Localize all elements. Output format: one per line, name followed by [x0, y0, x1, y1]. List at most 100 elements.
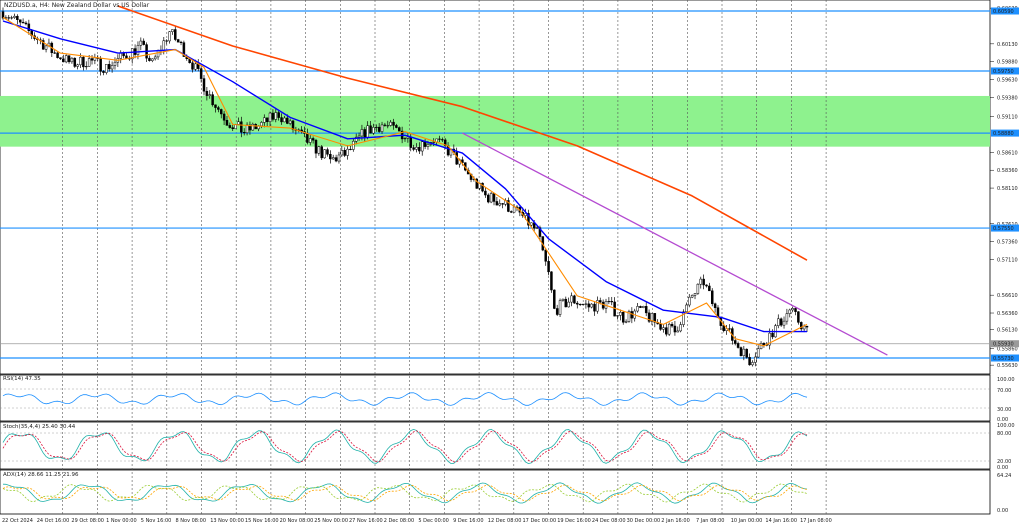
candle-body: [219, 109, 223, 115]
candle-body: [705, 284, 708, 287]
candle-body: [596, 300, 599, 312]
candle-body: [530, 222, 533, 226]
candle-body: [343, 150, 346, 156]
candle-body: [616, 315, 619, 317]
candle-body: [630, 311, 634, 319]
candle-body: [283, 117, 286, 123]
candle-body: [165, 40, 168, 42]
candle-body: [498, 203, 502, 206]
candle-body: [567, 301, 570, 308]
time-tick-label: 5 Dec 00:00: [418, 518, 448, 524]
candle-body: [274, 112, 278, 120]
candle-body: [736, 343, 740, 348]
time-tick-label: 25 Nov 00:00: [314, 518, 348, 524]
candle-body: [406, 136, 410, 139]
candle-body: [800, 322, 803, 330]
candle-body: [21, 21, 25, 24]
candle-body: [245, 124, 249, 134]
candle-body: [487, 194, 490, 203]
price-tick-label: 0.56360: [997, 311, 1018, 317]
candle-body: [590, 303, 593, 308]
candle-body: [647, 312, 651, 322]
candle-body: [366, 125, 369, 138]
candle-body: [653, 313, 657, 323]
time-tick-label: 10 Jan 00:00: [731, 518, 763, 524]
candle-body: [702, 278, 705, 286]
candle-body: [475, 178, 479, 189]
candle-body: [99, 58, 102, 72]
candle-body: [242, 132, 246, 134]
candle-body: [107, 64, 111, 70]
candle-body: [423, 141, 427, 147]
level-price-tag: [991, 67, 1019, 75]
candle-body: [742, 348, 746, 356]
candle-body: [251, 123, 255, 131]
price-tick-label: 0.55630: [997, 363, 1018, 369]
candle-body: [550, 271, 553, 291]
price-tick-label: 0.57110: [997, 257, 1018, 263]
candle-body: [171, 29, 174, 32]
time-tick-label: 20 Nov 08:00: [280, 518, 314, 524]
candle-body: [194, 63, 197, 70]
price-tick-label: 0.58360: [997, 168, 1018, 174]
candle-body: [797, 311, 800, 323]
candle-body: [696, 283, 700, 294]
candle-body: [748, 357, 751, 366]
candle-body: [673, 325, 677, 333]
candle-body: [286, 117, 289, 124]
candle-body: [260, 122, 263, 127]
candle-body: [768, 332, 771, 346]
candle-body: [398, 127, 401, 132]
rsi-tick-label: 70.00: [997, 388, 1011, 394]
candle-body: [13, 15, 16, 18]
level-price-tag: [991, 224, 1019, 232]
price-tick-label: 0.59110: [997, 115, 1018, 121]
candle-body: [777, 318, 780, 326]
time-tick-label: 2 Jan 16:00: [661, 518, 689, 524]
adx-plus-di-line: [2, 483, 808, 503]
price-tick-label: 0.58110: [997, 186, 1018, 192]
candle-body: [377, 126, 381, 132]
candle-body: [176, 39, 180, 43]
candle-body: [202, 78, 206, 92]
time-tick-label: 1 Nov 00:00: [106, 518, 137, 524]
candle-body: [395, 125, 398, 128]
price-tick-label: 0.55860: [997, 347, 1018, 353]
candle-body: [205, 90, 209, 96]
candle-body: [331, 157, 335, 160]
candle-body: [685, 304, 688, 313]
candle-body: [139, 40, 143, 46]
candle-body: [314, 139, 318, 154]
candle-body: [162, 40, 166, 51]
candle-body: [495, 201, 499, 206]
candle-body: [151, 58, 154, 61]
candle-body: [73, 57, 77, 67]
price-panel-frame: [0, 0, 991, 375]
candle-body: [179, 41, 183, 43]
candle-body: [93, 57, 97, 61]
candle-body: [564, 298, 568, 308]
candle-body: [380, 124, 384, 132]
candle-body: [659, 323, 662, 330]
stoch-panel-frame: [0, 421, 991, 470]
stoch-tick-label: 0.00: [997, 465, 1008, 471]
candle-body: [10, 17, 13, 19]
candle-body: [699, 278, 703, 285]
candle-body: [639, 306, 642, 308]
candle-body: [254, 123, 257, 130]
price-tick-label: 0.57360: [997, 240, 1018, 246]
rsi-label: RSI(14) 47.35: [3, 376, 41, 382]
candle-body: [56, 52, 59, 58]
time-tick-label: 29 Oct 08:00: [71, 518, 104, 524]
candle-body: [587, 303, 591, 308]
adx-tick-label: 0.00: [997, 508, 1008, 514]
candle-body: [771, 332, 774, 338]
candle-body: [791, 308, 794, 311]
chart-title: NZDUSD.a, H4: New Zealand Dollar vs US D…: [4, 2, 150, 9]
candle-body: [538, 227, 542, 237]
candle-body: [415, 146, 418, 150]
candle-body: [82, 56, 85, 68]
candle-body: [263, 117, 266, 123]
